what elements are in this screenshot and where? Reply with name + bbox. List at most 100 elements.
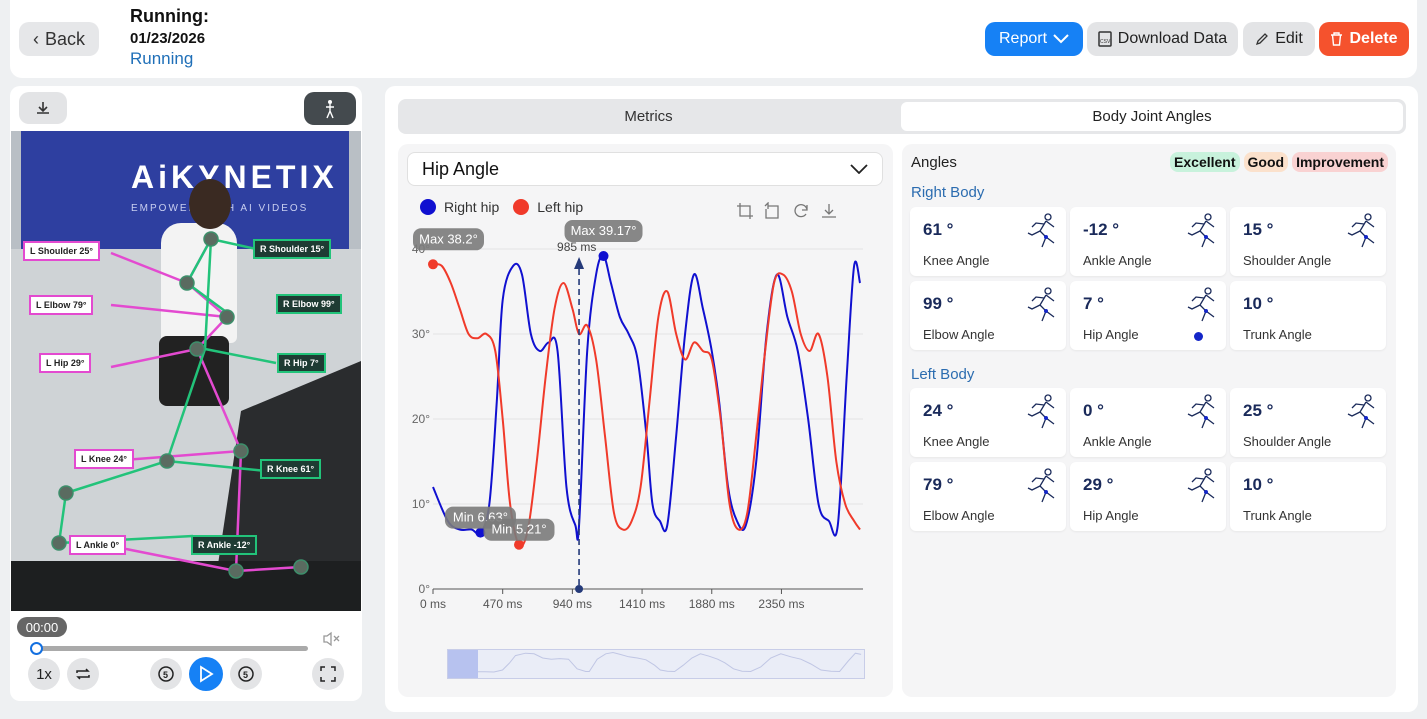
back-button[interactable]: ‹ Back <box>19 22 99 56</box>
x-tick-label: 2350 ms <box>758 597 804 611</box>
session-title-block: Running: 01/23/2026 Running <box>130 6 209 69</box>
refresh-icon[interactable] <box>792 202 810 220</box>
angle-select-value: Hip Angle <box>422 158 500 179</box>
runner-icon <box>1026 394 1058 435</box>
video-progress-knob[interactable] <box>30 642 43 655</box>
forward-5-button[interactable]: 5 <box>230 658 262 690</box>
angles-panel: Angles Excellent Good Improvement Right … <box>902 144 1396 697</box>
angle-value: 0 ° <box>1083 401 1104 420</box>
marker-label-bg <box>413 228 484 251</box>
left-card-hip-angle[interactable]: 29 ° Hip Angle <box>1070 462 1226 531</box>
y-tick-label: 30° <box>412 327 430 341</box>
skeleton-toggle-button[interactable] <box>304 92 356 125</box>
angle-label: Elbow Angle <box>923 508 995 523</box>
badge-excellent: Excellent <box>1170 152 1240 172</box>
repeat-icon <box>76 668 90 680</box>
angle-label: Shoulder Angle <box>1243 434 1332 449</box>
rewind-5-button[interactable]: 5 <box>150 658 182 690</box>
angles-title: Angles <box>911 154 957 171</box>
tab-body-joint-angles[interactable]: Body Joint Angles <box>901 102 1403 131</box>
chart-panel: Hip Angle Right hip Left hip 0° 10° 20° 30°… <box>398 144 893 697</box>
left-card-ankle-angle[interactable]: 0 ° Ankle Angle <box>1070 388 1226 457</box>
joint-label-l-ankle: L Ankle 0° <box>69 535 127 555</box>
svg-text:5: 5 <box>243 670 248 680</box>
right-card-shoulder-angle[interactable]: 15 ° Shoulder Angle <box>1230 207 1386 276</box>
angle-value: 61 ° <box>923 220 954 239</box>
legend-item-right-hip[interactable]: Right hip <box>420 199 499 215</box>
series-line-right-hip <box>432 254 862 541</box>
series-line-left-hip <box>432 263 861 548</box>
runner-icon <box>1346 213 1378 254</box>
save-image-icon[interactable] <box>820 202 838 220</box>
marker-point <box>598 251 609 262</box>
data-zoom-handle[interactable] <box>448 650 478 678</box>
runner-icon <box>1026 213 1058 254</box>
edit-button[interactable]: Edit <box>1243 22 1315 56</box>
zoom-select-icon[interactable] <box>736 202 754 220</box>
left-card-trunk-angle[interactable]: 10 ° Trunk Angle <box>1230 462 1386 531</box>
angle-select-dropdown[interactable]: Hip Angle <box>407 152 883 186</box>
cursor-base-dot <box>575 585 584 593</box>
video-progress-bar[interactable] <box>36 646 308 651</box>
main-panel: Metrics Body Joint Angles Hip Angle Righ… <box>385 86 1418 712</box>
chevron-down-icon <box>850 164 868 174</box>
x-tick-label: 1880 ms <box>689 597 735 611</box>
legend-item-left-hip[interactable]: Left hip <box>513 199 583 215</box>
left-card-knee-angle[interactable]: 24 ° Knee Angle <box>910 388 1066 457</box>
cursor-arrow <box>574 257 585 269</box>
mute-icon[interactable] <box>322 631 342 651</box>
chart-legend: Right hip Left hip <box>420 199 587 215</box>
video-frame[interactable]: AiKYNETIX EMPOWER WITH AI VIDEOS L Shoul… <box>11 131 361 611</box>
fullscreen-button[interactable] <box>312 658 344 690</box>
top-header: ‹ Back Running: 01/23/2026 Running Repor… <box>10 0 1417 78</box>
page-title: Running: <box>130 6 209 26</box>
angle-label: Elbow Angle <box>923 327 995 342</box>
loop-button[interactable] <box>67 658 99 690</box>
zoom-reset-icon[interactable] <box>764 202 782 220</box>
left-card-shoulder-angle[interactable]: 25 ° Shoulder Angle <box>1230 388 1386 457</box>
right-card-hip-angle[interactable]: 7 ° Hip Angle <box>1070 281 1226 350</box>
rewind-5-icon: 5 <box>158 666 174 682</box>
delete-button[interactable]: Delete <box>1319 22 1409 56</box>
runner-icon <box>1346 394 1378 435</box>
left-card-elbow-angle[interactable]: 79 ° Elbow Angle <box>910 462 1066 531</box>
chart-toolbox <box>736 202 838 220</box>
right-card-knee-angle[interactable]: 61 ° Knee Angle <box>910 207 1066 276</box>
delete-label: Delete <box>1349 30 1398 47</box>
trash-icon <box>1331 32 1343 46</box>
report-button[interactable]: Report <box>985 22 1083 56</box>
joint-label-r-hip: R Hip 7° <box>277 353 326 373</box>
tab-bar: Metrics Body Joint Angles <box>398 99 1406 134</box>
left-body-label: Left Body <box>911 366 975 383</box>
forward-5-icon: 5 <box>238 666 254 682</box>
angle-value: 10 ° <box>1243 475 1274 494</box>
y-tick-label: 0° <box>419 582 431 596</box>
edit-label: Edit <box>1275 30 1303 47</box>
activity-link[interactable]: Running <box>130 49 194 68</box>
download-icon <box>37 102 49 114</box>
fullscreen-icon <box>320 666 336 682</box>
angle-label: Knee Angle <box>923 434 990 449</box>
angle-value: 10 ° <box>1243 294 1274 313</box>
video-download-button[interactable] <box>19 92 67 124</box>
play-button[interactable] <box>189 657 223 691</box>
angle-label: Trunk Angle <box>1243 327 1312 342</box>
session-date: 01/23/2026 <box>130 30 206 47</box>
tab-metrics[interactable]: Metrics <box>624 108 673 125</box>
angle-value: 15 ° <box>1243 220 1274 239</box>
marker-point <box>428 259 438 270</box>
angle-value: 24 ° <box>923 401 954 420</box>
right-card-trunk-angle[interactable]: 10 ° Trunk Angle <box>1230 281 1386 350</box>
right-card-elbow-angle[interactable]: 99 ° Elbow Angle <box>910 281 1066 350</box>
runner-icon <box>1186 468 1218 509</box>
right-card-ankle-angle[interactable]: -12 ° Ankle Angle <box>1070 207 1226 276</box>
download-data-label: Download Data <box>1117 30 1228 47</box>
person-icon <box>326 99 334 118</box>
download-data-button[interactable]: CSV Download Data <box>1087 22 1238 56</box>
playback-speed-button[interactable]: 1x <box>28 658 60 690</box>
chevron-left-icon: ‹ <box>32 28 39 49</box>
data-zoom-preview <box>447 651 862 673</box>
csv-file-icon: CSV <box>1098 31 1112 47</box>
data-zoom-slider[interactable] <box>447 649 865 679</box>
